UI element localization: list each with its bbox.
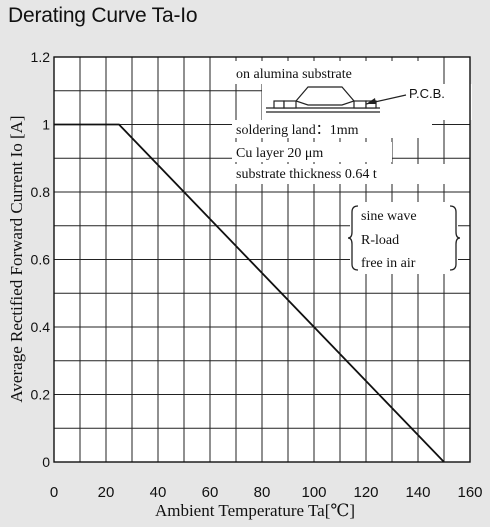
left-brace [347, 205, 359, 271]
y-tick-label: 0.8 [31, 184, 51, 200]
annotation-box-substrate [232, 61, 432, 84]
y-tick-label: 0.2 [31, 387, 51, 403]
x-tick-label: 20 [98, 484, 115, 501]
substrate-diagram [266, 86, 407, 113]
x-tick-label: 100 [301, 484, 326, 501]
y-tick-label: 0.6 [31, 252, 51, 268]
derating-curve [54, 123, 445, 463]
condition-sine-wave: sine wave [361, 209, 417, 224]
annotation-box-land [232, 120, 432, 138]
x-tick-label: 60 [202, 484, 219, 501]
annotation-pcb: P.C.B. [409, 86, 445, 101]
annotation-cu-layer: Cu layer 20 μm [236, 146, 323, 161]
annotation-substrate: on alumina substrate [236, 67, 352, 82]
x-tick-label: 120 [353, 484, 378, 501]
annotation-box-thickness [232, 164, 446, 184]
x-tick-label: 160 [457, 484, 482, 501]
x-tick-label: 0 [50, 484, 58, 501]
x-tick-label: 40 [150, 484, 167, 501]
y-tick-label: 0 [42, 454, 50, 470]
right-brace [449, 205, 461, 271]
y-tick-labels: 0 0.2 0.4 0.6 0.8 1 1.2 [31, 49, 51, 470]
condition-r-load: R-load [361, 233, 399, 248]
annotation-box-cu [232, 142, 392, 162]
x-tick-label: 80 [254, 484, 271, 501]
annotation-box-conditions [350, 202, 458, 274]
annotation-thickness: substrate thickness 0.64 t [236, 167, 377, 182]
chart-title: Derating Curve Ta-Io [8, 4, 198, 27]
x-tick-label: 140 [405, 484, 430, 501]
y-tick-label: 0.4 [31, 319, 51, 335]
condition-free-in-air: free in air [361, 256, 416, 271]
pcb-arrow-head [366, 98, 376, 104]
y-tick-label: 1 [42, 117, 50, 133]
x-tick-labels: 0 20 40 60 80 100 120 140 160 [50, 484, 483, 501]
x-axis-label: Ambient Temperature Ta[℃] [155, 501, 355, 520]
y-tick-label: 1.2 [31, 49, 51, 65]
annotation-land: soldering land：1mm [236, 123, 359, 138]
y-axis-label: Average Rectified Forward Current Io [A] [7, 115, 26, 402]
plot-border [53, 56, 471, 463]
